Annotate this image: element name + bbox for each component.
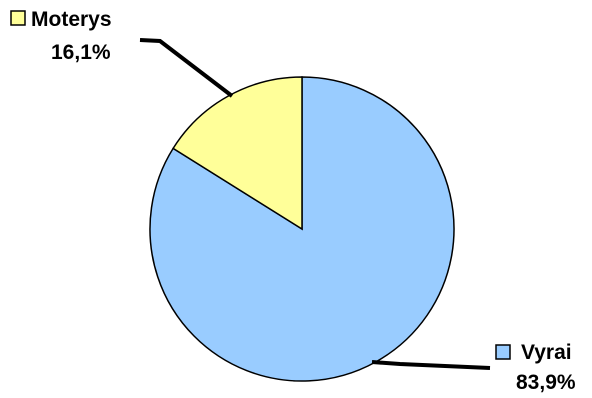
legend-swatch-vyrai — [495, 344, 511, 360]
slice-percent-vyrai: 83,9% — [516, 371, 576, 394]
slice-percent-moterys: 16,1% — [51, 41, 111, 64]
slice-name-vyrai: Vyrai — [521, 341, 572, 364]
leader-line-moterys — [139, 38, 234, 98]
slice-label-moterys: Moterys 16,1% — [10, 8, 112, 64]
pie-slice-moterys — [172, 76, 303, 231]
legend-swatch-moterys — [10, 10, 26, 26]
leader-line-vyrai — [371, 360, 491, 370]
leader-lines — [139, 38, 491, 370]
slice-name-moterys: Moterys — [31, 8, 112, 31]
slice-label-vyrai: Vyrai 83,9% — [495, 341, 576, 394]
pie-slices — [149, 76, 455, 382]
